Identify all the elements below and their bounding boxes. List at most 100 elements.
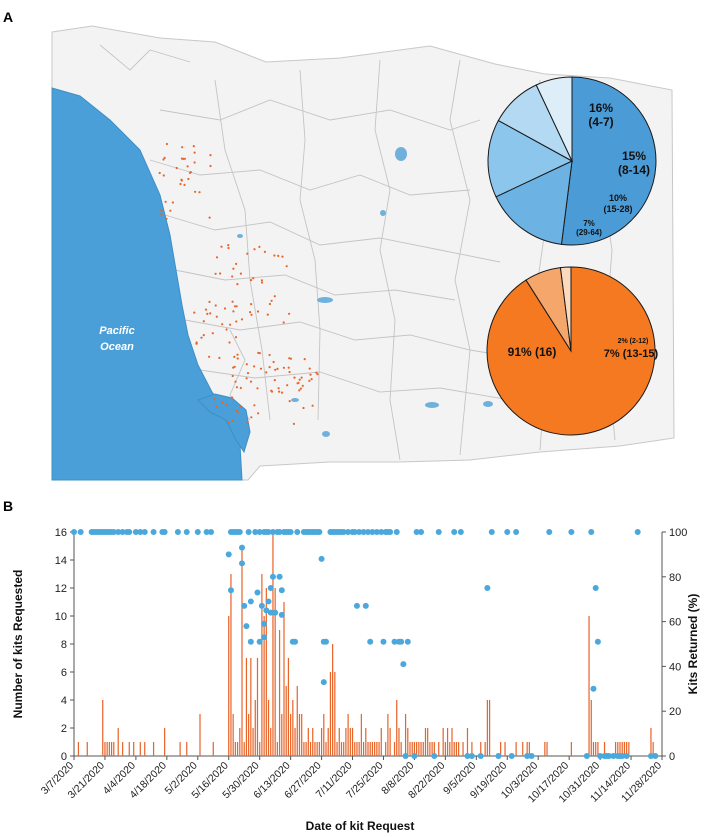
request-dot xyxy=(214,272,217,275)
bar xyxy=(212,742,214,756)
point xyxy=(345,529,352,535)
point xyxy=(208,529,215,535)
y-tick-label: 8 xyxy=(61,639,67,651)
bar xyxy=(259,742,261,756)
request-dot xyxy=(211,332,214,335)
region-boundary xyxy=(374,59,401,461)
request-dot xyxy=(309,373,312,376)
request-dot xyxy=(175,166,178,170)
bar xyxy=(438,742,440,756)
region-boundary xyxy=(449,59,471,456)
point xyxy=(150,529,157,535)
request-dot xyxy=(215,405,218,408)
bar xyxy=(626,742,628,756)
point xyxy=(391,638,398,645)
bar xyxy=(592,742,595,756)
bar xyxy=(164,728,166,756)
request-dot xyxy=(235,409,238,412)
pie-label: (8-14) xyxy=(618,163,650,177)
bar xyxy=(429,742,431,756)
pie-slice xyxy=(535,76,573,162)
pie-label: 7% (13-15) xyxy=(604,348,659,360)
request-dot xyxy=(249,380,253,383)
ocean-label-line1: Pacific xyxy=(99,325,134,337)
request-dot xyxy=(258,352,261,355)
request-dot xyxy=(209,164,212,168)
point xyxy=(380,638,387,645)
request-dot xyxy=(250,313,253,316)
point xyxy=(261,620,268,627)
bar xyxy=(488,700,491,756)
bar xyxy=(603,742,606,756)
point xyxy=(174,529,181,535)
bar xyxy=(455,742,458,756)
point xyxy=(418,529,425,535)
request-dot xyxy=(239,272,242,275)
y-tick-label: 6 xyxy=(61,667,67,679)
request-dot xyxy=(308,367,311,370)
bar xyxy=(239,728,241,756)
bar xyxy=(349,728,351,756)
request-dot xyxy=(298,378,301,381)
point xyxy=(597,753,604,759)
point xyxy=(568,529,575,535)
request-dot xyxy=(278,390,281,393)
request-dot xyxy=(165,142,168,146)
point xyxy=(247,638,254,645)
point xyxy=(634,529,641,535)
point xyxy=(239,544,245,551)
point xyxy=(161,529,168,535)
bar xyxy=(393,742,396,756)
region-boundary xyxy=(199,369,511,401)
point xyxy=(254,589,261,596)
bar xyxy=(378,742,380,756)
region-boundary xyxy=(299,69,321,421)
request-dot xyxy=(272,360,275,364)
inland-lakes xyxy=(237,147,493,437)
bar xyxy=(186,742,188,756)
request-dot xyxy=(162,158,165,161)
request-dot xyxy=(206,312,209,315)
y2-tick-label: 100 xyxy=(669,527,687,539)
request-dot xyxy=(245,377,248,380)
bar xyxy=(431,742,433,756)
bar xyxy=(462,742,464,756)
request-dot xyxy=(246,372,250,375)
bar xyxy=(298,714,301,756)
request-dot xyxy=(221,401,224,404)
point xyxy=(267,609,274,616)
bar xyxy=(387,714,389,756)
bar xyxy=(199,714,201,756)
request-dot xyxy=(187,177,190,181)
point xyxy=(267,585,274,591)
request-dot xyxy=(208,216,211,219)
point xyxy=(323,638,329,645)
y-tick-label: 16 xyxy=(55,527,67,539)
point xyxy=(464,753,471,759)
request-dot xyxy=(215,315,218,318)
request-dot xyxy=(228,341,231,344)
request-dot xyxy=(253,404,256,407)
point xyxy=(431,753,438,759)
bar xyxy=(270,728,272,756)
point xyxy=(477,753,484,759)
bar xyxy=(303,742,305,756)
request-dot xyxy=(231,300,234,303)
request-dot xyxy=(232,310,235,313)
point xyxy=(495,753,502,759)
point xyxy=(115,529,122,535)
bar xyxy=(241,546,243,756)
request-dot xyxy=(186,165,189,168)
point xyxy=(292,638,299,645)
bar xyxy=(486,700,488,756)
point xyxy=(590,685,597,692)
bar xyxy=(590,700,592,756)
bar xyxy=(110,742,113,756)
request-dot xyxy=(193,161,196,164)
request-dot xyxy=(253,365,256,368)
bar xyxy=(369,742,371,756)
bar xyxy=(236,742,239,756)
request-dot xyxy=(246,252,249,255)
request-dot xyxy=(225,404,228,407)
point xyxy=(110,529,117,535)
